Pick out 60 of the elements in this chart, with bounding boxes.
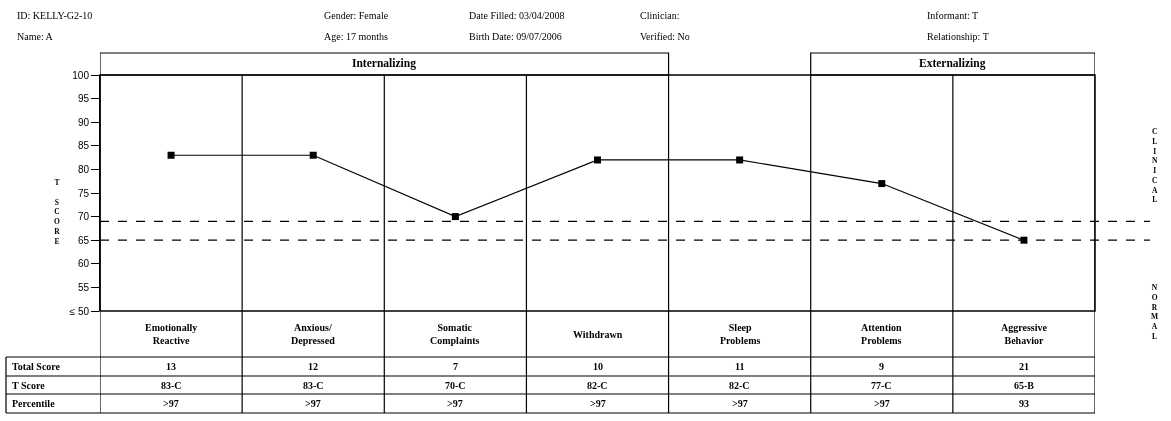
x-tick-label: Anxious/Depressed <box>291 322 336 346</box>
text: Total Score <box>12 361 61 372</box>
text: >97 <box>590 398 606 409</box>
text: Relationship: T <box>927 31 989 42</box>
y-tick-label: 70 <box>77 211 90 223</box>
point <box>167 151 175 159</box>
x-tick-label: Aggressive Behavior <box>1001 322 1048 346</box>
text: Informant: T <box>927 10 979 21</box>
text: >97 <box>732 398 748 409</box>
y-tick-label: 85 <box>77 140 90 152</box>
y-tick-label: 75 <box>77 187 90 199</box>
y-tick-label: 55 <box>77 281 90 293</box>
text: Date Filled: 03/04/2008 <box>469 10 565 21</box>
text: >97 <box>447 398 463 409</box>
point <box>736 156 744 164</box>
text: Percentile <box>12 398 56 409</box>
text: Clinician: <box>640 10 680 21</box>
point <box>309 151 317 159</box>
text: Externalizing <box>919 57 986 70</box>
y-tick-label: 80 <box>77 163 90 175</box>
text: Verified: No <box>640 31 690 42</box>
data-label: 65-B <box>1014 380 1035 391</box>
y-tick-label: 100 <box>72 69 90 81</box>
text: Gender: Female <box>324 10 389 21</box>
text: Age: 17 months <box>324 31 388 42</box>
text: 7 <box>453 361 458 372</box>
x-tick-label: Somatic Complaints <box>430 322 480 346</box>
text: >97 <box>874 398 890 409</box>
text: T Score <box>12 380 46 391</box>
x-tick-label: Emotionally Reactive <box>145 322 198 346</box>
text: >97 <box>163 398 179 409</box>
data-label: 77-C <box>871 380 892 391</box>
y-tick-label: 60 <box>77 258 90 270</box>
data-label: 83-C <box>303 380 324 391</box>
point <box>451 213 459 221</box>
data-label: 83-C <box>161 380 182 391</box>
text: 10 <box>593 361 603 372</box>
point <box>878 180 886 188</box>
y-tick-label: 65 <box>77 234 90 246</box>
x-tick-label: Withdrawn <box>573 329 623 340</box>
y-tick-label: ≤ 50 <box>69 305 90 317</box>
text: Internalizing <box>352 57 417 70</box>
point <box>594 156 601 164</box>
text: 21 <box>1019 361 1029 372</box>
data-label: 70-C <box>445 380 466 391</box>
text: >97 <box>305 398 321 409</box>
text: 11 <box>735 361 745 372</box>
text: Name: A <box>17 31 54 42</box>
text: Birth Date: 09/07/2006 <box>469 31 562 42</box>
data-label: 82-C <box>587 380 608 391</box>
text: 9 <box>879 361 884 372</box>
data-label: 82-C <box>729 380 750 391</box>
text: 13 <box>166 361 176 372</box>
x-tick-label: Sleep Problems <box>720 322 761 346</box>
y-tick-label: 90 <box>77 116 90 128</box>
text: 93 <box>1019 398 1029 409</box>
text: 12 <box>308 361 318 372</box>
x-tick-label: Attention Problems <box>861 322 902 346</box>
y-tick-label: 95 <box>77 93 90 105</box>
text: ID: KELLY-G2-10 <box>17 10 93 21</box>
